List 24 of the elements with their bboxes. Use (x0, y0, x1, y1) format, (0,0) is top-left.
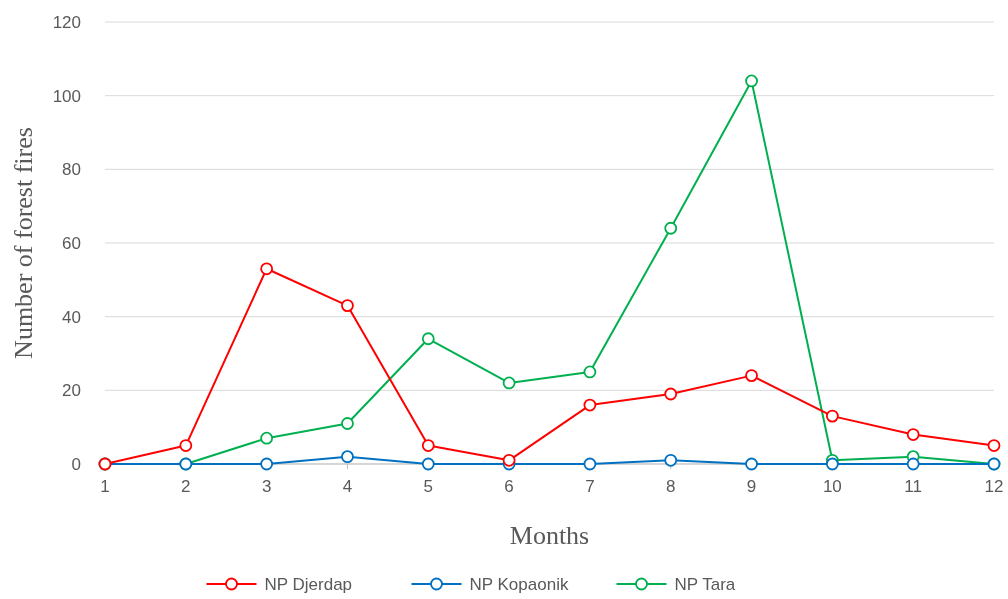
x-tick-label: 4 (342, 477, 353, 496)
y-tick-label: 100 (52, 86, 81, 106)
x-tick-label: 12 (984, 477, 1004, 496)
x-tick-label: 5 (423, 477, 434, 496)
x-tick-label: 1 (100, 477, 110, 496)
y-tick-label: 60 (62, 234, 81, 253)
x-tick-label: 7 (585, 477, 595, 496)
y-tick-label: 40 (62, 307, 81, 327)
y-tick-label: 120 (52, 13, 81, 32)
legend-label: NP Kopaonik (469, 575, 569, 594)
x-tick-label: 6 (504, 477, 514, 496)
x-axis-title: Months (509, 521, 590, 550)
x-tick-label: 9 (746, 477, 757, 496)
x-tick-label: 3 (261, 477, 272, 496)
x-tick-label: 11 (904, 477, 923, 496)
legend-label: NP Tara (674, 575, 736, 594)
y-tick-label: 80 (62, 160, 81, 180)
x-tick-label: 8 (665, 477, 676, 496)
x-tick-label: 10 (822, 477, 842, 496)
legend-label: NP Djerdap (264, 575, 353, 594)
y-tick-label: 0 (71, 455, 81, 474)
y-tick-label: 20 (62, 381, 81, 401)
x-tick-label: 2 (181, 477, 191, 496)
y-axis-title: Number of forest fires (9, 127, 38, 359)
